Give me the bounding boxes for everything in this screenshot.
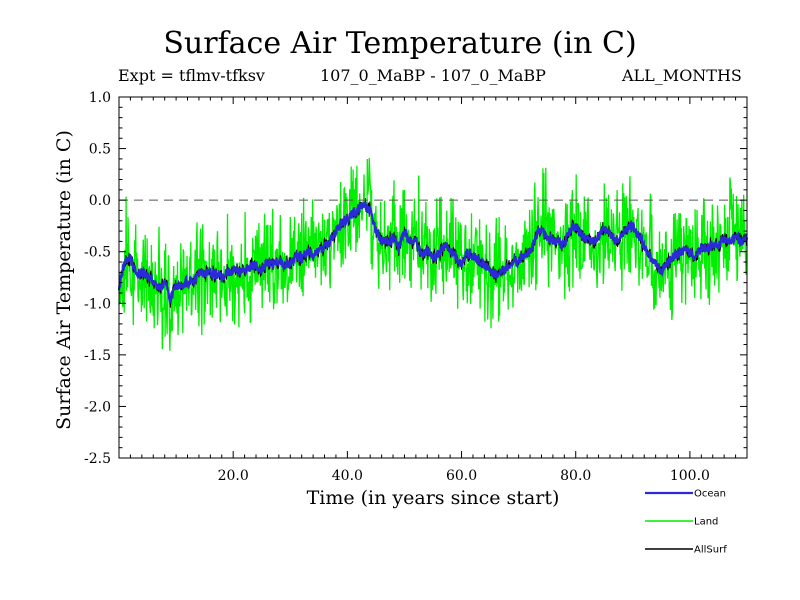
y-tick-label: -2.5: [84, 451, 111, 467]
legend-label-ocean: Ocean: [694, 489, 726, 500]
y-tick-label: -1.0: [84, 296, 111, 312]
legend-label-allsurf: AllSurf: [694, 545, 727, 556]
y-tick-label: 0.5: [89, 142, 111, 158]
x-tick-label: 80.0: [560, 468, 591, 484]
x-tick-label: 100.0: [670, 468, 710, 484]
y-tick-label: 0.0: [89, 193, 111, 209]
y-tick-label: 1.0: [89, 90, 111, 106]
legend-label-land: Land: [694, 517, 718, 528]
legend: Ocean Land AllSurf: [645, 489, 727, 556]
experiment-label: Expt = tflmv-tfksv: [118, 66, 265, 85]
series-ocean-line: [117, 201, 749, 304]
x-axis-title: Time (in years since start): [307, 487, 560, 509]
x-tick-label: 60.0: [446, 468, 477, 484]
period-label: 107_0_MaBP - 107_0_MaBP: [320, 66, 546, 85]
chart-title: Surface Air Temperature (in C): [163, 26, 637, 61]
series-allsurf-line: [118, 198, 748, 308]
y-axis-title: Surface Air Temperature (in C): [53, 130, 75, 430]
x-tick-label: 20.0: [218, 468, 249, 484]
y-tick-label: -0.5: [84, 245, 111, 261]
series-layer: [117, 157, 749, 351]
y-tick-label: -2.0: [84, 399, 111, 415]
months-label: ALL_MONTHS: [622, 66, 742, 85]
y-tick-label: -1.5: [84, 348, 111, 364]
x-tick-label: 40.0: [332, 468, 363, 484]
plot-frame: [118, 96, 748, 459]
axis-layer: 20.0 40.0 60.0 80.0 100.0 1.0 0.5 0.0 -0.5 -1.0 -1…: [84, 90, 748, 484]
